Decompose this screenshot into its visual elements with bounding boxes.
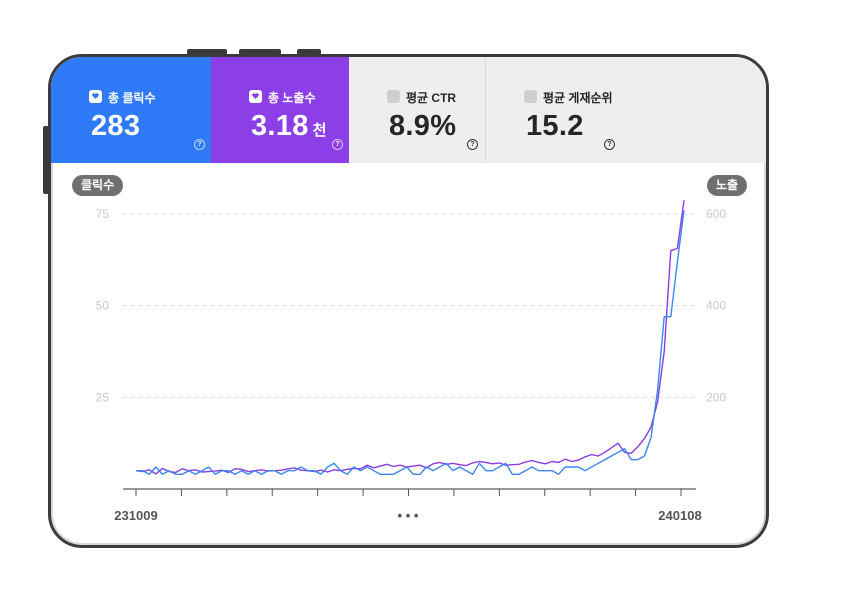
y-tick-left: 75 [96, 207, 110, 221]
card-label: 평균 게재순위 [543, 91, 613, 105]
y-tick-left: 50 [96, 299, 110, 313]
x-label-first: 231009 [114, 508, 157, 523]
y-tick-left: 25 [96, 390, 110, 404]
card-total-clicks[interactable]: 총 클릭수 283 ? [51, 57, 211, 163]
help-icon[interactable]: ? [604, 139, 615, 150]
checkbox-clicks[interactable] [89, 90, 102, 103]
card-label: 평균 CTR [406, 91, 457, 105]
card-value: 3.18 천 [251, 110, 327, 142]
help-icon[interactable]: ? [194, 139, 205, 150]
checkbox-impressions[interactable] [249, 90, 262, 103]
y-tick-right: 200 [706, 390, 726, 404]
device-side-button [43, 126, 49, 194]
right-axis-label: 노출 [706, 175, 747, 196]
card-value: 15.2 [526, 110, 584, 142]
card-unit: 천 [312, 122, 327, 139]
checkbox-ctr[interactable] [387, 90, 400, 103]
device-top-button-3 [297, 49, 321, 55]
device-frame: 총 클릭수 283 ? 총 노출수 3.18 천 ? 평균 CTR 8.9% ? … [48, 54, 769, 548]
card-value: 283 [91, 110, 141, 142]
device-top-button-2 [239, 49, 281, 55]
y-tick-right: 400 [706, 299, 726, 313]
card-average-position[interactable]: 평균 게재순위 15.2 ? [486, 57, 766, 163]
card-value: 8.9% [389, 110, 457, 142]
left-axis-label: 클릭수 [72, 175, 124, 196]
help-icon[interactable]: ? [467, 139, 478, 150]
card-label: 총 노출수 [268, 91, 316, 105]
checkbox-position[interactable] [524, 90, 537, 103]
card-average-ctr[interactable]: 평균 CTR 8.9% ? [349, 57, 486, 163]
card-label: 총 클릭수 [108, 91, 156, 105]
help-icon[interactable]: ? [332, 139, 343, 150]
heart-icon [252, 93, 259, 99]
card-total-impressions[interactable]: 총 노출수 3.18 천 ? [211, 57, 349, 163]
heart-icon [92, 93, 99, 99]
x-label-last: 240108 [658, 508, 701, 523]
y-tick-right: 600 [706, 207, 726, 221]
impressions-series-line [135, 200, 685, 475]
clicks-series-line [136, 210, 685, 475]
performance-chart: 25 200 50 400 75 600 231009 • • • 240108 [96, 200, 726, 523]
device-top-button-1 [187, 49, 227, 55]
metric-cards: 총 클릭수 283 ? 총 노출수 3.18 천 ? 평균 CTR 8.9% ? … [51, 57, 766, 163]
x-label-ellipsis: • • • [398, 508, 419, 523]
